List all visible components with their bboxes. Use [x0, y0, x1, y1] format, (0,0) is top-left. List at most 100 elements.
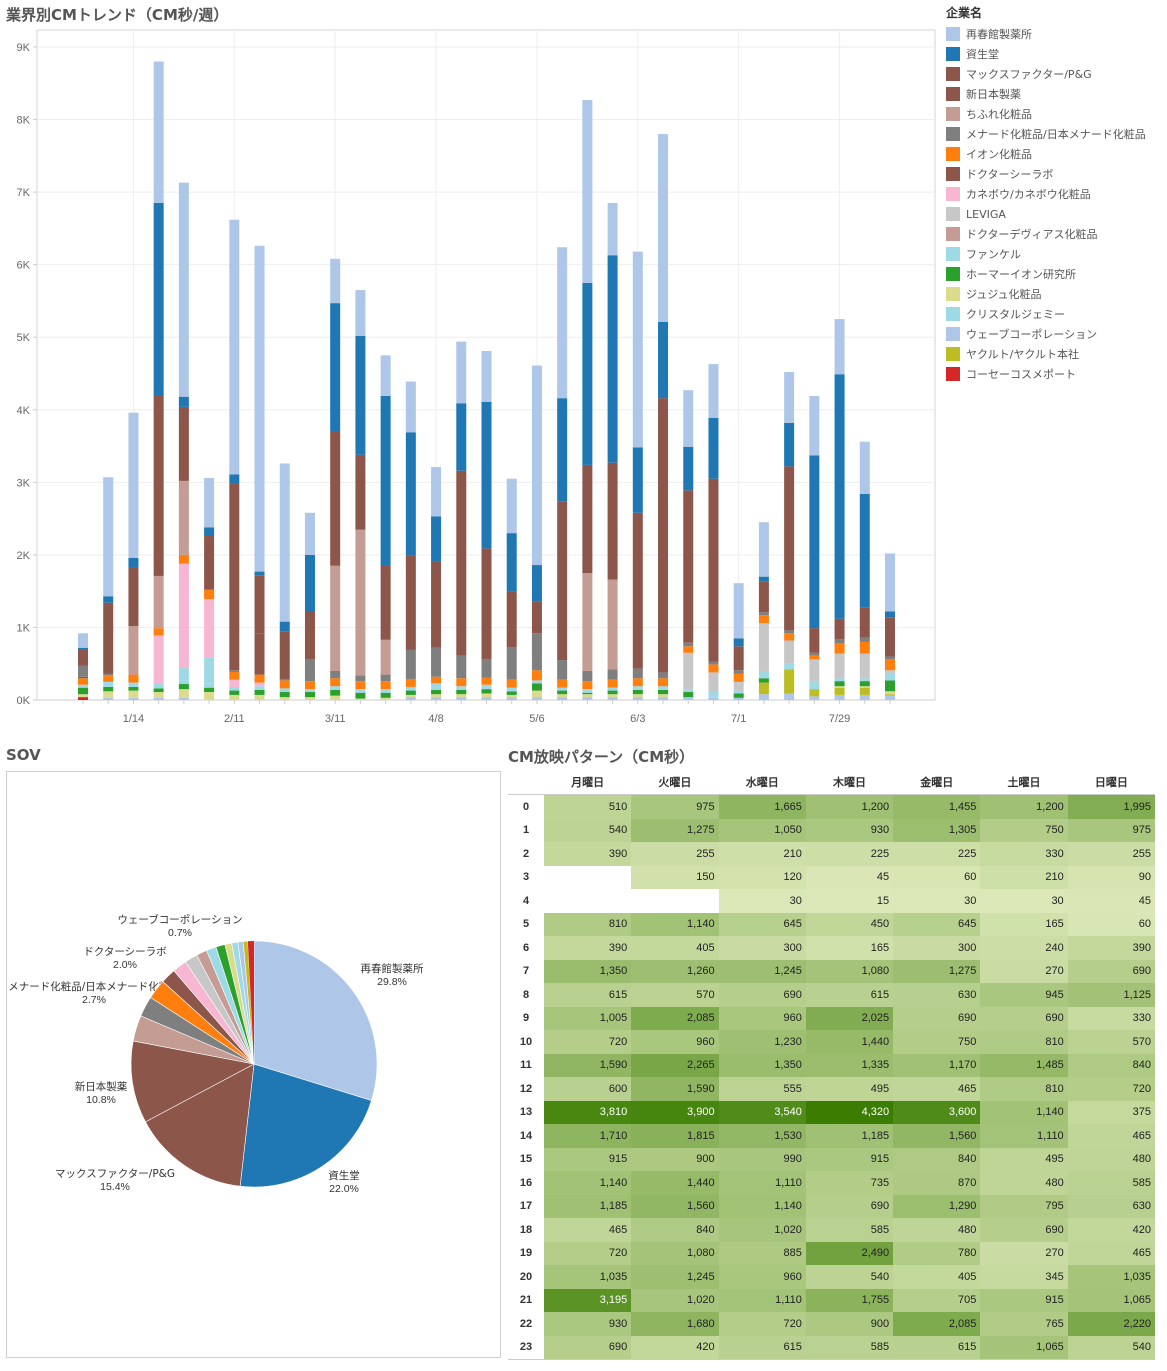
heatmap-cell[interactable]: 1,230: [718, 1030, 806, 1054]
heatmap-cell[interactable]: 630: [1067, 1194, 1155, 1218]
bar-segment[interactable]: [582, 99, 593, 283]
bar-segment[interactable]: [153, 202, 164, 396]
bar-segment[interactable]: [531, 690, 542, 698]
bar-segment[interactable]: [103, 681, 114, 687]
bar-segment[interactable]: [78, 687, 88, 695]
bar-segment[interactable]: [859, 687, 870, 695]
bar-segment[interactable]: [531, 680, 542, 684]
heatmap-cell[interactable]: 900: [805, 1312, 894, 1336]
bar-segment[interactable]: [582, 681, 593, 690]
bar-segment[interactable]: [506, 533, 517, 592]
legend-item[interactable]: 資生堂: [946, 44, 1146, 64]
bar-segment[interactable]: [153, 61, 164, 203]
bar-segment[interactable]: [380, 395, 391, 566]
heatmap-cell[interactable]: 1,035: [544, 1265, 632, 1289]
bar-segment[interactable]: [708, 664, 719, 673]
heatmap-cell[interactable]: 375: [1067, 1100, 1155, 1124]
bar-segment[interactable]: [506, 687, 517, 692]
bar-segment[interactable]: [279, 692, 290, 698]
heatmap-cell[interactable]: 1,035: [1067, 1265, 1155, 1289]
bar-segment[interactable]: [330, 695, 341, 700]
bar-segment[interactable]: [456, 403, 467, 471]
bar-segment[interactable]: [380, 674, 391, 682]
bar-segment[interactable]: [304, 681, 315, 690]
heatmap-cell[interactable]: 720: [544, 1241, 632, 1265]
bar-segment[interactable]: [531, 565, 542, 602]
bar-segment[interactable]: [78, 647, 88, 650]
bar-segment[interactable]: [405, 690, 416, 695]
pie-slice[interactable]: [253, 940, 378, 1101]
bar-segment[interactable]: [456, 686, 467, 690]
bar-segment[interactable]: [683, 446, 694, 491]
bar-segment[interactable]: [784, 640, 795, 664]
bar-segment[interactable]: [78, 694, 88, 698]
bar-segment[interactable]: [557, 501, 568, 661]
bar-segment[interactable]: [708, 478, 719, 662]
heatmap-cell[interactable]: [544, 889, 632, 913]
bar-segment[interactable]: [683, 646, 694, 653]
heatmap-cell[interactable]: 615: [718, 1335, 806, 1360]
heatmap-cell[interactable]: 2,025: [805, 1006, 894, 1030]
bar-segment[interactable]: [78, 697, 88, 700]
bar-segment[interactable]: [355, 335, 366, 455]
week-bar[interactable]: [531, 365, 542, 700]
bar-segment[interactable]: [859, 653, 870, 679]
heatmap-cell[interactable]: 1,455: [893, 794, 981, 819]
bar-segment[interactable]: [330, 303, 341, 432]
bar-segment[interactable]: [178, 182, 189, 397]
bar-segment[interactable]: [304, 512, 315, 555]
heatmap-cell[interactable]: 1,350: [718, 1053, 806, 1077]
heatmap-cell[interactable]: 750: [893, 1030, 981, 1054]
bar-segment[interactable]: [784, 422, 795, 467]
bar-segment[interactable]: [557, 398, 568, 502]
week-bar[interactable]: [683, 390, 694, 700]
bar-segment[interactable]: [78, 649, 88, 666]
heatmap-cell[interactable]: 465: [1067, 1124, 1155, 1148]
bar-segment[interactable]: [431, 689, 442, 695]
heatmap-cell[interactable]: 570: [1067, 1030, 1155, 1054]
bar-segment[interactable]: [330, 670, 341, 679]
bar-segment[interactable]: [304, 689, 315, 693]
heatmap-cell[interactable]: 420: [1067, 1218, 1155, 1242]
bar-segment[interactable]: [103, 686, 114, 692]
bar-segment[interactable]: [178, 689, 189, 698]
bar-segment[interactable]: [304, 697, 315, 700]
heatmap-cell[interactable]: 120: [718, 865, 806, 889]
bar-segment[interactable]: [758, 670, 769, 679]
bar-segment[interactable]: [859, 641, 870, 654]
heatmap-cell[interactable]: 780: [893, 1241, 981, 1265]
bar-segment[interactable]: [229, 474, 240, 484]
bar-segment[interactable]: [859, 441, 870, 494]
bar-segment[interactable]: [153, 628, 164, 636]
bar-segment[interactable]: [632, 251, 643, 448]
week-bar[interactable]: [304, 512, 315, 700]
bar-segment[interactable]: [481, 351, 492, 402]
bar-segment[interactable]: [885, 691, 895, 695]
bar-segment[interactable]: [229, 679, 240, 687]
heatmap-cell[interactable]: 1,005: [544, 1006, 632, 1030]
bar-segment[interactable]: [708, 697, 719, 700]
bar-segment[interactable]: [557, 690, 568, 695]
bar-segment[interactable]: [128, 690, 139, 698]
bar-segment[interactable]: [153, 688, 164, 693]
bar-segment[interactable]: [229, 670, 240, 671]
bar-segment[interactable]: [607, 462, 618, 580]
bar-segment[interactable]: [481, 693, 492, 698]
bar-segment[interactable]: [885, 680, 895, 692]
bar-segment[interactable]: [784, 466, 795, 631]
week-bar[interactable]: [153, 61, 164, 700]
bar-segment[interactable]: [330, 686, 341, 690]
bar-segment[interactable]: [885, 695, 895, 700]
week-bar[interactable]: [859, 441, 870, 700]
bar-segment[interactable]: [683, 692, 694, 698]
week-bar[interactable]: [834, 319, 845, 700]
heatmap-cell[interactable]: 255: [1067, 842, 1155, 866]
heatmap-cell[interactable]: 1,200: [980, 794, 1068, 819]
bar-segment[interactable]: [330, 678, 341, 687]
bar-segment[interactable]: [355, 681, 366, 690]
bar-segment[interactable]: [380, 681, 391, 690]
heatmap-cell[interactable]: 960: [718, 1006, 806, 1030]
bar-segment[interactable]: [355, 675, 366, 682]
pie-slice[interactable]: [247, 941, 254, 1064]
bar-segment[interactable]: [834, 618, 845, 640]
